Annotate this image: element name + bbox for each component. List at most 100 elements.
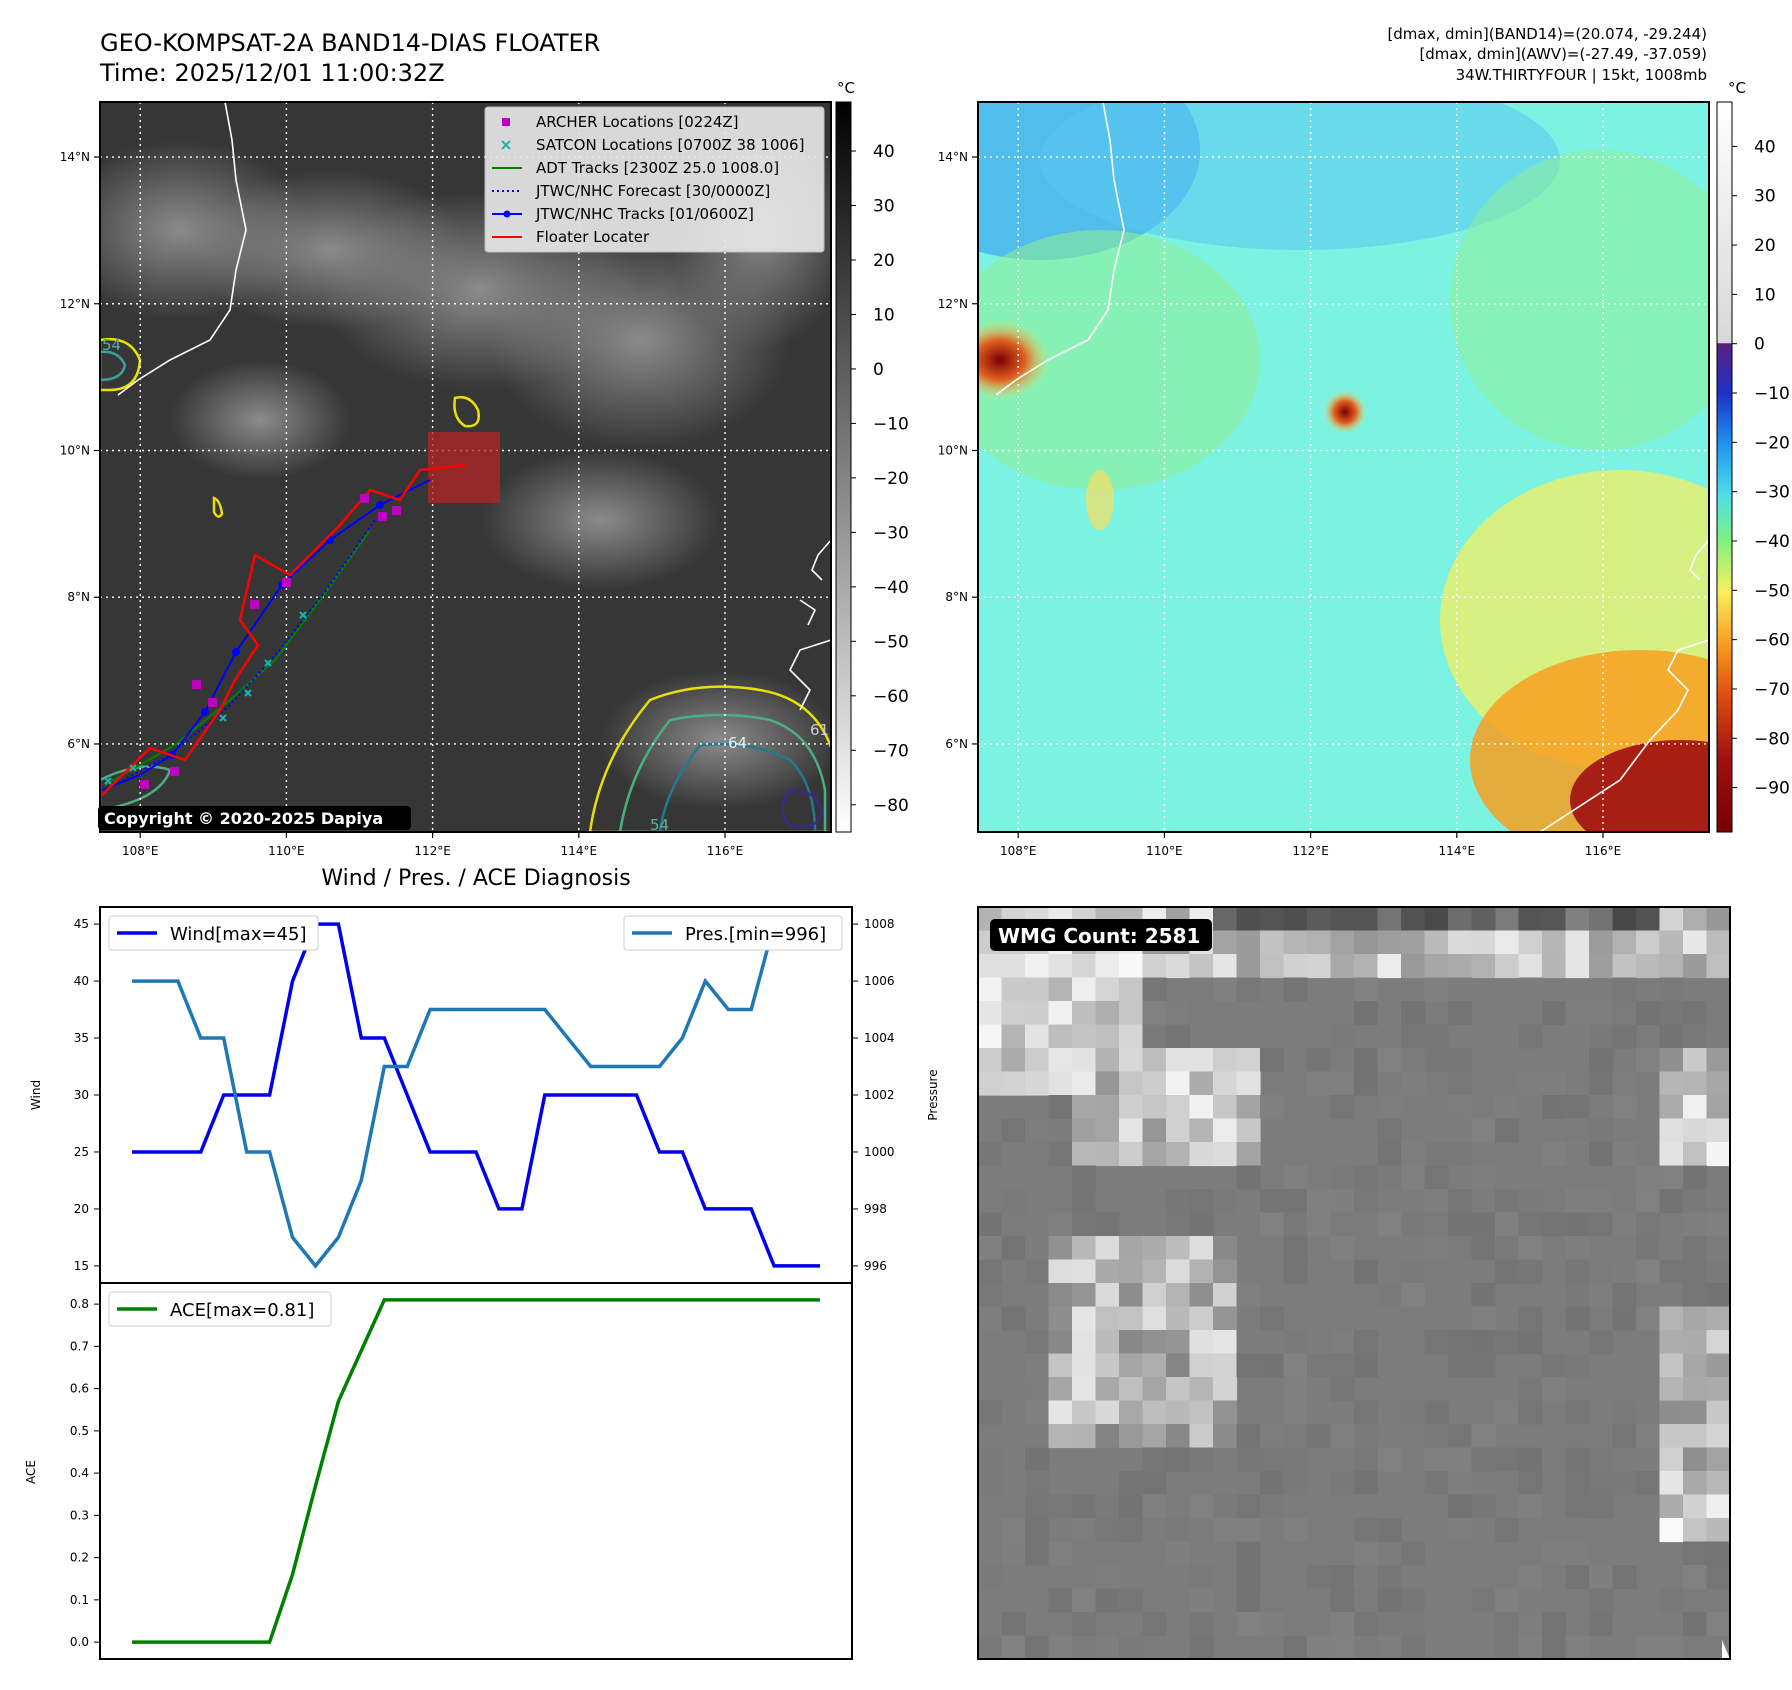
colorbar-tick-label: −70 — [873, 741, 909, 761]
colorbar-tick-label: −60 — [873, 687, 909, 707]
lat-tick-label: 6°N — [945, 737, 968, 751]
colorbar-tick-label: 30 — [873, 197, 895, 217]
colorbar-tick-label: 0 — [1754, 335, 1765, 355]
colorbar-tick-label: −10 — [873, 414, 909, 434]
satcon-locations — [104, 611, 307, 785]
ir-map-left: 54 64 54 61 108°E 110°E 112°E 114°E 116°E 14… — [60, 79, 909, 858]
colorbar-tick-label: −20 — [873, 469, 909, 489]
colorbar-tick-label: 40 — [1754, 137, 1776, 157]
legend-entry: ADT Tracks [2300Z 25.0 1008.0] — [492, 159, 779, 177]
contour-label: 64 — [728, 734, 747, 752]
legend-entry: ARCHER Locations [0224Z] — [502, 113, 739, 131]
wmg-panel: WMG Count: 2581 — [977, 906, 1731, 1660]
lon-tick-label: 110°E — [268, 844, 305, 858]
map-legend: ARCHER Locations [0224Z] SATCON Locations… — [484, 106, 825, 253]
lon-tick-label: 112°E — [1292, 844, 1329, 858]
field-right — [978, 102, 1709, 832]
figure-title-line2: Time: 2025/12/01 11:00:32Z — [99, 59, 445, 87]
legend-label: Floater Locater — [536, 228, 650, 246]
colorbar-tick-label: −90 — [1754, 779, 1790, 799]
info-line2: [dmax, dmin](AWV)=(-27.49, -37.059) — [1419, 45, 1707, 63]
colorbar-left-unit: °C — [837, 79, 855, 97]
legend-label: JTWC/NHC Forecast [30/0000Z] — [535, 182, 770, 200]
legend-entry: Floater Locater — [492, 228, 650, 246]
colorbar-tick-label: 40 — [873, 142, 895, 162]
ace-panel-frame — [99, 1282, 853, 1660]
y-tick-label: 0.2 — [70, 1551, 89, 1565]
wmg-pixel-field — [978, 907, 1730, 1659]
map-left-lon-ticks: 108°E 110°E 112°E 114°E 116°E — [122, 832, 743, 858]
lon-tick-label: 114°E — [561, 844, 598, 858]
wmg-badge — [990, 919, 1212, 951]
y-tick-label: 20 — [74, 1202, 89, 1216]
coastline-left — [117, 102, 831, 711]
jtwc-forecast-track — [104, 519, 376, 791]
y2-tick-label: 1008 — [864, 917, 895, 931]
wmg-count-label: WMG Count: 2581 — [998, 924, 1200, 948]
y-tick-label: 0.5 — [70, 1424, 89, 1438]
colorbar-tick-label: −10 — [1754, 384, 1790, 404]
lon-tick-label: 112°E — [414, 844, 451, 858]
lon-tick-label: 110°E — [1146, 844, 1183, 858]
wind-panel-frame — [99, 906, 853, 1284]
figure-title-line1: GEO-KOMPSAT-2A BAND14-DIAS FLOATER — [100, 29, 600, 57]
colorbar-tick-label: 0 — [873, 360, 884, 380]
y-tick-label: 25 — [74, 1145, 89, 1159]
y-tick-label: 0.7 — [70, 1339, 89, 1353]
pressure-series-line — [132, 922, 820, 1269]
ace-axis-ticks: 0.0 0.1 0.2 0.3 0.4 0.5 0.6 0.7 0.8 — [70, 1297, 100, 1649]
wmg-corner-white — [1722, 1640, 1730, 1659]
y2-tick-label: 998 — [864, 1202, 887, 1216]
y-tick-label: 0.6 — [70, 1382, 89, 1396]
map-right-lon-ticks: 108°E 110°E 112°E 114°E 116°E — [1000, 832, 1621, 858]
wmg-frame — [977, 906, 1731, 1660]
y-tick-label: 0.0 — [70, 1635, 89, 1649]
y2-tick-label: 1004 — [864, 1031, 895, 1045]
wind-legend: Wind[max=45] — [108, 915, 319, 951]
map-right-lat-ticks: 14°N 12°N 10°N 8°N 6°N — [938, 150, 978, 751]
lat-tick-label: 12°N — [60, 297, 90, 311]
colorbar-left — [835, 101, 852, 833]
y-tick-label: 45 — [74, 917, 89, 931]
colorbar-tick-label: −50 — [873, 632, 909, 652]
contour-label: 54 — [650, 816, 669, 834]
contour-label: 61 — [810, 721, 829, 739]
tracks-left — [101, 463, 466, 796]
colorbar-right-ticks: 40 30 20 10 0 −10 −20 −30 −40 −50 −60 −70 −80 −90 — [1732, 137, 1790, 799]
ace-series-line — [132, 1298, 820, 1644]
wind-axis-ticks: 15 20 25 30 35 40 45 — [74, 917, 100, 1273]
lat-tick-label: 6°N — [67, 737, 90, 751]
colorbar-tick-label: 20 — [873, 251, 895, 271]
legend-box — [484, 106, 825, 253]
colorbar-tick-label: −30 — [1754, 483, 1790, 503]
colorbar-tick-label: −60 — [1754, 631, 1790, 651]
colorbar-right-unit: °C — [1728, 79, 1746, 97]
legend-entry: JTWC/NHC Forecast [30/0000Z] — [492, 182, 770, 200]
wind-pressure-panel: 15 20 25 30 35 40 45 996 998 1000 1002 1004 1006 100… — [29, 906, 940, 1284]
legend-entry: JTWC/NHC Tracks [01/0600Z] — [492, 205, 754, 223]
y2-tick-label: 996 — [864, 1259, 887, 1273]
lat-tick-label: 8°N — [67, 590, 90, 604]
contour-label: 54 — [102, 336, 121, 354]
colorbar-tick-label: 10 — [873, 305, 895, 325]
y-tick-label: 30 — [74, 1088, 89, 1102]
ace-axis-label: ACE — [24, 1460, 38, 1484]
pressure-legend: Pres.[min=996] — [623, 915, 843, 951]
colorbar-tick-label: −80 — [873, 796, 909, 816]
lat-tick-label: 12°N — [938, 297, 968, 311]
colorbar-tick-label: −50 — [1754, 581, 1790, 601]
lon-tick-label: 108°E — [1000, 844, 1037, 858]
legend-label: ADT Tracks [2300Z 25.0 1008.0] — [536, 159, 779, 177]
lat-tick-label: 8°N — [945, 590, 968, 604]
colorbar-tick-label: −40 — [1754, 532, 1790, 552]
diagnosis-title: Wind / Pres. / ACE Diagnosis — [321, 866, 630, 891]
ace-legend-label: ACE[max=0.81] — [170, 1300, 314, 1321]
pressure-axis-label: Pressure — [926, 1069, 940, 1120]
wind-axis-label: Wind — [29, 1080, 43, 1110]
lat-tick-label: 14°N — [938, 150, 968, 164]
info-line1: [dmax, dmin](BAND14)=(20.074, -29.244) — [1387, 25, 1707, 43]
lon-tick-label: 108°E — [122, 844, 159, 858]
y2-tick-label: 1000 — [864, 1145, 895, 1159]
y-tick-label: 0.8 — [70, 1297, 89, 1311]
